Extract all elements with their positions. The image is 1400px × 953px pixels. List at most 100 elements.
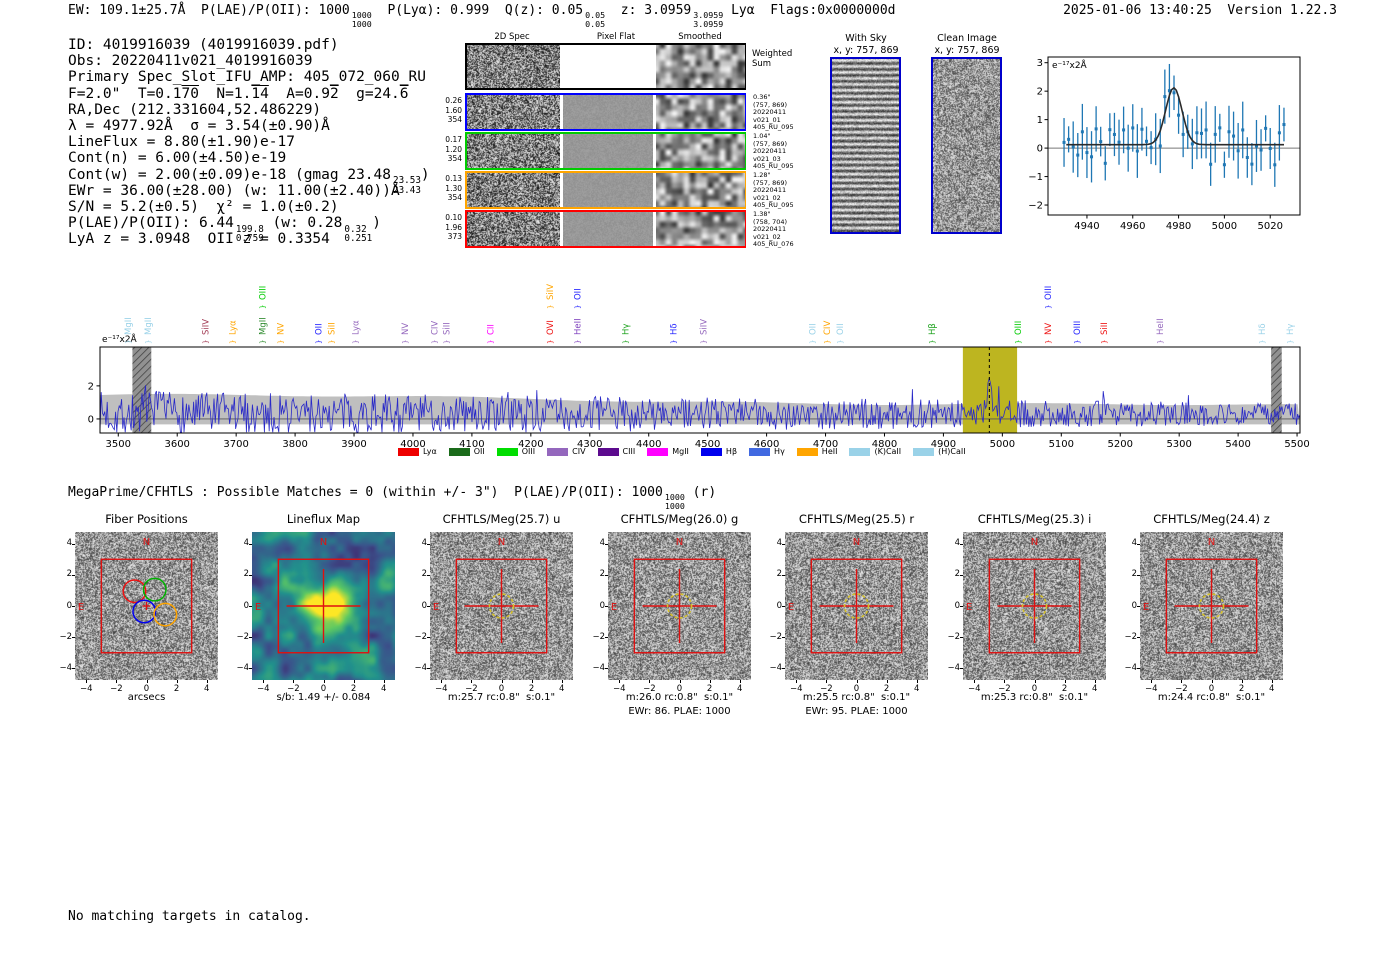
data-point [1177,113,1181,117]
text-segment: Cont(n) = 6.00(±4.50)e-19 [68,150,287,167]
left-label-line: 1.96 [445,222,462,232]
legend-label: CIII [622,447,636,456]
x-tick-label: 0 [1031,684,1038,694]
spectrum-legend: Lyα OII OIII CIV CIII MgII Hβ Hγ HeII (K)CaII (H)C… [398,447,978,456]
emission-line-label: OIII [1073,321,1083,335]
legend-swatch [849,447,871,456]
y-tick-label: 0 [88,414,94,425]
x-tick-mark [323,680,325,683]
legend-item: Hβ [700,447,737,456]
text-segment: ) [420,166,430,183]
legend-item: OIII [496,447,535,456]
smoothed-image [656,134,745,168]
data-point [1067,137,1071,141]
spec2d-row-fiber-4 [465,210,746,248]
spec2d-row-fiber-1 [465,93,746,131]
y-tick-mark [782,543,785,545]
pixelflat-image [563,134,653,168]
x-tick-mark [471,680,473,683]
y-tick-mark [72,574,75,576]
fraction-bottom: 0.251 [344,233,373,245]
y-tick-label: −2 [769,631,782,642]
line-label-bracket: } [622,340,630,344]
spec2d-grid [465,43,746,248]
y-tick-label: 0 [243,600,249,611]
emission-line-label: SiII [328,322,338,335]
x-tick-label: 5000 [990,439,1015,450]
legend-swatch [597,447,619,456]
compass-east: E [1143,602,1149,613]
x-tick-label: 3900 [341,439,366,450]
y-tick-label: 2 [66,569,72,580]
x-tick-mark [649,680,651,683]
info-line: Obs: 20220411v021_4019916039 [68,53,430,69]
spec2d-image [467,95,560,129]
spec2d-row-right-label: 1.04" (757, 869) 20220411 v021_03 405_RU_095 [753,132,794,171]
x-tick-label: 4 [913,684,920,694]
spec2d-col-header-2dspec: 2D Spec [494,32,530,42]
compass-north: N [498,537,505,548]
smoothed-image [656,212,745,246]
emission-line-label: Hδ [1258,323,1268,335]
legend-swatch [496,447,518,456]
y-tick-label: 4 [1131,538,1137,549]
cutout-caption: m:24.4 rc:0.8" s:0.1" [1157,692,1266,703]
x-tick-mark [1241,680,1243,683]
emission-line-label: SiII [442,322,452,335]
x-tick-mark [679,680,681,683]
text-segment: S/N = 5.2(±0.5) χ² = 1.0(±0.2) [68,198,339,215]
fraction-top: 3.0959 [693,10,724,21]
y-tick-label: −4 [236,662,249,673]
spec2d-row-right-label: 0.36" (757, 869) 20220411 v021_01 405_RU_095 [753,93,794,132]
plot-frame [1047,56,1301,216]
x-tick-mark [441,680,443,683]
right-label-line: 405_RU_095 [753,162,794,170]
cutout-caption-2: EWr: 95. PLAE: 1000 [805,706,908,717]
y-tick-mark [1137,606,1140,607]
fraction: 3.0959 3.0959 [691,11,723,28]
y-tick-mark [427,668,430,670]
legend-label: (H)CaII [938,447,966,456]
y-tick-label: 0 [66,600,72,611]
info-line: Cont(n) = 6.00(±4.50)e-19 [68,150,430,166]
y-tick-mark [1137,637,1140,639]
legend-item: MgII [647,447,689,456]
data-point [1158,144,1162,148]
compass-east: E [433,602,439,613]
right-label-line: (757, 869) [753,178,788,187]
y-tick-mark [960,543,963,545]
y-tick-mark [605,637,608,639]
x-tick-label: −4 [1145,684,1158,694]
legend-label: OII [473,447,485,456]
fraction-top: 1000 [351,10,372,21]
x-tick-mark [176,680,178,683]
left-label-line: 354 [447,193,462,203]
x-tick-label: 4100 [459,439,484,450]
weighted-sum-label: Weighted Sum [752,49,793,69]
spec2d-row-left-label: 0.13 1.30 354 [440,174,462,203]
legend-label: CIV [572,447,586,456]
data-point [1204,128,1208,132]
y-tick-mark [960,668,963,670]
legend-swatch [796,447,818,456]
x-tick-mark [293,680,295,683]
compass-east: E [255,602,261,613]
gaussian-fit-curve [1066,86,1284,146]
y-tick-label: 2 [243,569,249,580]
x-tick-mark [206,680,208,683]
x-tick-label: 0 [676,684,683,694]
cutout-overlay: NE [1143,537,1258,654]
withsky-coords: x, y: 757, 869 [833,44,899,56]
x-tick-label: 4960 [1120,221,1145,232]
extraction-box [277,558,370,654]
data-point [1273,163,1277,167]
plot-frame [99,346,1301,434]
left-label-line: 0.13 [445,174,462,183]
x-tick-mark [1004,680,1006,683]
fraction: 0.32 0.251 [342,224,373,245]
data-point [1145,139,1149,143]
masked-region [1271,347,1282,433]
x-tick-label: 5100 [1049,439,1074,450]
x-tick-label: 5500 [1284,439,1309,450]
